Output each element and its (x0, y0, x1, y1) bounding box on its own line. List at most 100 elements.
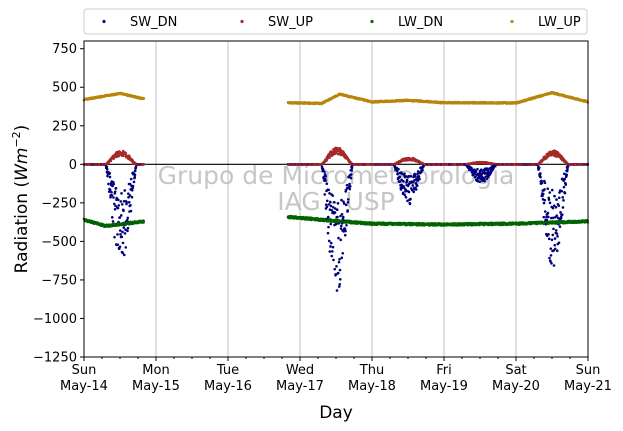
point-sw-dn (537, 166, 541, 169)
point-sw-dn (562, 185, 566, 189)
point-sw-dn (551, 216, 555, 220)
point-sw-dn (336, 215, 339, 219)
point-lw-up (142, 96, 146, 100)
point-sw-dn (108, 188, 112, 192)
point-sw-dn (551, 206, 555, 210)
point-sw-dn (120, 192, 123, 195)
point-sw-dn (561, 206, 565, 209)
point-sw-dn (557, 241, 561, 245)
point-sw-dn (557, 204, 561, 207)
point-sw-dn (350, 166, 354, 170)
point-sw-dn (112, 182, 116, 186)
point-sw-up (122, 154, 125, 158)
point-sw-dn (329, 241, 333, 245)
point-sw-dn (109, 195, 112, 199)
point-sw-dn (333, 207, 337, 210)
point-sw-dn (398, 175, 402, 179)
point-sw-dn (331, 194, 335, 197)
point-sw-dn (329, 222, 333, 226)
point-sw-dn (327, 203, 331, 206)
point-sw-dn (133, 169, 137, 173)
point-sw-dn (122, 199, 126, 203)
point-sw-dn (551, 233, 555, 237)
point-sw-dn (119, 214, 123, 217)
point-sw-dn (113, 208, 117, 211)
point-sw-dn (111, 220, 115, 223)
point-sw-dn (548, 191, 552, 194)
point-sw-dn (325, 182, 329, 186)
point-sw-dn (127, 201, 131, 204)
point-sw-dn (339, 224, 343, 228)
point-sw-dn (338, 277, 342, 281)
point-sw-dn (346, 200, 350, 204)
point-sw-dn (476, 167, 479, 171)
point-sw-dn (413, 174, 417, 178)
point-sw-dn (348, 182, 351, 186)
point-sw-dn (110, 194, 114, 197)
point-sw-dn (538, 172, 542, 175)
point-sw-dn (343, 233, 347, 237)
point-sw-dn (324, 203, 328, 206)
point-sw-dn (116, 206, 120, 210)
point-sw-dn (342, 202, 346, 205)
point-sw-dn (338, 282, 342, 286)
plot-area (84, 41, 588, 357)
point-sw-dn (126, 226, 130, 230)
point-sw-dn (553, 194, 556, 198)
legend-marker-lw-dn (370, 19, 374, 24)
point-sw-dn (397, 167, 400, 171)
point-sw-dn (113, 235, 116, 239)
point-sw-dn (345, 223, 348, 227)
watermark-line-2: IAG - USP (277, 187, 395, 216)
point-sw-dn (106, 174, 109, 178)
point-sw-dn (414, 188, 418, 191)
point-sw-dn (116, 243, 120, 246)
point-sw-dn (124, 246, 128, 249)
point-sw-dn (483, 179, 487, 183)
point-sw-dn (474, 170, 478, 173)
point-sw-dn (130, 188, 134, 192)
point-sw-dn (117, 247, 121, 251)
point-sw-dn (340, 256, 344, 260)
point-sw-dn (122, 226, 126, 229)
point-sw-dn (409, 197, 412, 201)
point-sw-dn (557, 196, 561, 200)
point-sw-dn (118, 245, 122, 249)
point-sw-dn (329, 245, 332, 248)
point-sw-dn (566, 167, 569, 171)
point-sw-dn (350, 169, 354, 172)
point-sw-dn (563, 177, 567, 181)
point-sw-dn (323, 193, 327, 196)
point-sw-dn (556, 235, 559, 238)
point-sw-dn (119, 200, 123, 203)
point-sw-dn (335, 208, 339, 212)
point-sw-dn (130, 195, 134, 199)
point-sw-dn (344, 229, 347, 233)
point-sw-dn (349, 176, 353, 180)
point-sw-dn (107, 182, 110, 186)
point-sw-up (124, 152, 128, 155)
point-sw-dn (396, 172, 400, 175)
point-sw-dn (330, 250, 334, 253)
point-sw-dn (555, 198, 558, 201)
point-sw-dn (552, 227, 555, 231)
point-sw-dn (542, 201, 546, 205)
point-sw-dn (562, 199, 565, 202)
point-sw-dn (560, 189, 564, 193)
point-sw-up (328, 156, 332, 159)
point-sw-up (330, 150, 334, 154)
legend: SW_DN SW_UP LW_DN LW_UP (83, 8, 588, 35)
point-sw-dn (565, 169, 569, 173)
point-sw-dn (547, 198, 551, 201)
point-sw-dn (560, 213, 564, 216)
point-sw-dn (413, 172, 417, 176)
point-sw-dn (116, 198, 120, 202)
point-sw-dn (118, 216, 122, 219)
point-sw-dn (421, 168, 424, 172)
point-sw-dn (345, 183, 349, 187)
point-sw-dn (543, 210, 547, 213)
point-sw-dn (546, 215, 550, 219)
point-sw-dn (108, 171, 112, 175)
point-sw-dn (344, 188, 348, 192)
point-sw-dn (121, 241, 125, 245)
